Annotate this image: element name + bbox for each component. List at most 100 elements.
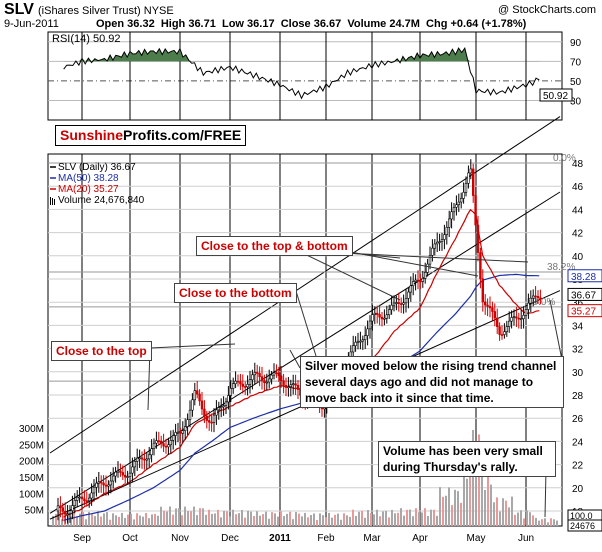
candle-body (380, 316, 384, 320)
rsi-tick-label: 70 (570, 57, 582, 68)
candle-body (282, 380, 285, 386)
candle-body (258, 373, 261, 377)
candle-body (467, 172, 470, 184)
date-tick-label: Jun (518, 533, 534, 544)
fib-label: 50.0% (527, 297, 555, 308)
candle-body (119, 470, 122, 473)
volume-bar (256, 511, 258, 526)
legend-swatch (52, 198, 53, 205)
candle-body (279, 375, 283, 381)
volume-bar (547, 522, 549, 526)
candle-body (246, 384, 249, 388)
volume-comment-line: during Thursday's rally. (383, 460, 518, 474)
candle-body (287, 386, 290, 388)
candle-body (411, 281, 415, 287)
candle-body (150, 448, 153, 456)
volume-bar (541, 519, 543, 526)
volume-bar (502, 498, 504, 526)
candle-body (495, 317, 499, 327)
volume-bar (484, 490, 486, 526)
volume-bar (337, 513, 339, 526)
candle-body (527, 302, 530, 310)
volume-bar (166, 511, 168, 526)
volume-bar (193, 506, 195, 526)
volume-bar (418, 512, 420, 526)
volume-bar (556, 520, 558, 526)
candle-body (66, 513, 69, 516)
candle-body (251, 374, 254, 381)
volume-bar (340, 519, 342, 526)
price-badge-label: 38.28 (571, 272, 596, 283)
candle-body (529, 297, 533, 304)
candle-body (179, 431, 182, 434)
candle-body (239, 381, 242, 385)
legend-swatch (54, 199, 55, 205)
volume-bar (79, 513, 81, 526)
volume-bar (220, 517, 222, 526)
volume-bar (310, 515, 312, 526)
volume-badge-box (567, 519, 602, 532)
volume-bar (466, 478, 468, 526)
candle-body (414, 279, 417, 282)
candle-body (498, 326, 501, 335)
candle-body (522, 315, 525, 319)
ticker-symbol: SLV (4, 1, 34, 18)
price-tick-label: 36 (572, 298, 584, 309)
volume-bar (85, 519, 87, 526)
candle-body (488, 306, 492, 309)
exchange: NYSE (143, 5, 174, 17)
candle-body (90, 492, 93, 499)
candle-body (476, 224, 480, 253)
price-badge-label: 36.67 (571, 290, 596, 301)
candle-body (172, 435, 175, 441)
legend-label: MA(50) 38.28 (58, 173, 119, 184)
date-tick-label: Mar (363, 533, 381, 544)
volume-bar (229, 516, 231, 526)
legend-label: MA(20) 35.27 (58, 184, 119, 195)
volume-bar (160, 506, 162, 526)
candle-body (143, 458, 146, 461)
volume-bar (406, 509, 408, 526)
candle-body (383, 317, 386, 320)
volume-bar (448, 487, 450, 526)
volume-bar (379, 516, 381, 526)
volume-bar (403, 515, 405, 526)
volume-bar (178, 508, 180, 526)
candle-body (423, 272, 427, 279)
volume-bar (313, 513, 315, 526)
volume-bar (103, 513, 105, 526)
volume-bar (469, 474, 471, 526)
volume-bar (154, 513, 156, 526)
candle-body (188, 409, 192, 420)
volume-bars (52, 429, 558, 526)
candle-body (433, 243, 436, 249)
volume-bar (289, 511, 291, 526)
volume-bar (490, 484, 492, 526)
candle-body (392, 302, 396, 306)
rsi-label: RSI(14) 50.92 (52, 33, 120, 45)
candle-body (387, 309, 391, 316)
candle-body (491, 307, 494, 312)
candle-body (205, 415, 208, 421)
candle-body (155, 440, 158, 444)
candle-body (539, 297, 542, 300)
candle-body (354, 341, 357, 346)
candle-body (68, 510, 72, 515)
price-tick-label: 44 (572, 205, 584, 216)
rsi-tick-label: 30 (570, 96, 582, 107)
volume-bar (493, 502, 495, 526)
candle-body (203, 408, 206, 417)
volume-bar (286, 513, 288, 526)
candle-body (510, 317, 513, 322)
price-tick-label: 32 (572, 345, 584, 356)
candle-body (222, 405, 225, 408)
candle-body (503, 331, 506, 335)
copyright: @ StockCharts.com (498, 4, 596, 16)
volume-bar (136, 513, 138, 526)
trend-comment-line: move back into it since that time. (305, 391, 494, 405)
date-tick-label: Feb (317, 533, 335, 544)
callout-trend-comment: Silver moved below the rising trend chan… (300, 356, 564, 408)
volume-bar (532, 515, 534, 526)
rsi-ticks: 90 70 50 30 (570, 38, 582, 108)
